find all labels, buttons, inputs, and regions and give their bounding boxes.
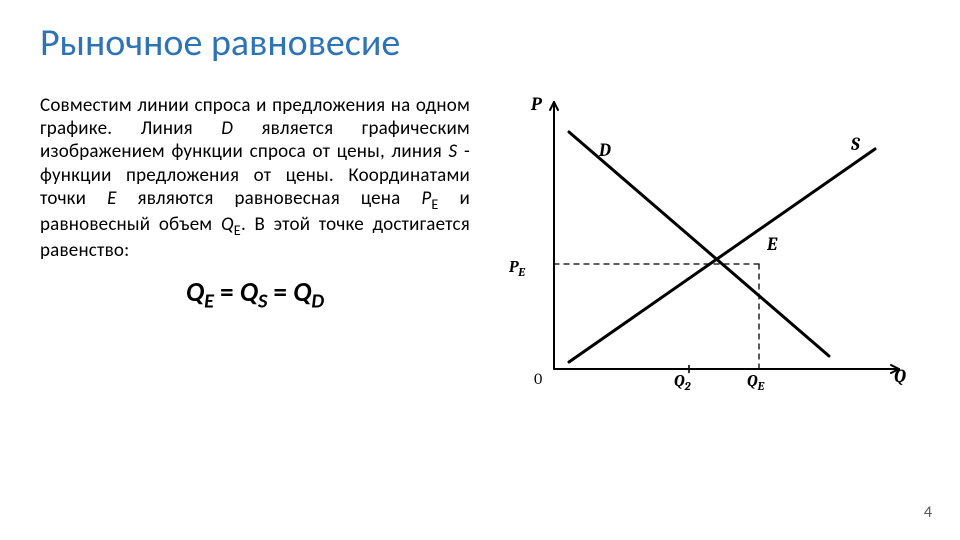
axis-label-q: Q	[894, 366, 906, 387]
origin-label: 0	[534, 370, 542, 388]
page-title: Рыночное равновесие	[40, 20, 920, 66]
page-number: 4	[924, 503, 932, 522]
axis-label-pe: PE	[509, 258, 525, 279]
body-row: Совместим линии спроса и предложения на …	[40, 94, 920, 404]
supply-demand-chart: P D S E PE 0 Q2 QE Q	[499, 94, 919, 404]
paragraph: Совместим линии спроса и предложения на …	[40, 94, 470, 262]
axis-label-qe: QE	[747, 372, 764, 393]
text-column: Совместим линии спроса и предложения на …	[40, 94, 470, 404]
axis-label-p: P	[531, 94, 541, 115]
axis-label-q2: Q2	[674, 372, 691, 393]
equilibrium-formula: QE = QS = QD	[40, 276, 470, 313]
point-label-e: E	[767, 234, 777, 255]
curve-label-s: S	[851, 134, 860, 155]
slide: Рыночное равновесие Совместим линии спро…	[0, 0, 960, 540]
curve-label-d: D	[599, 140, 611, 161]
chart-column: P D S E PE 0 Q2 QE Q	[498, 94, 920, 404]
